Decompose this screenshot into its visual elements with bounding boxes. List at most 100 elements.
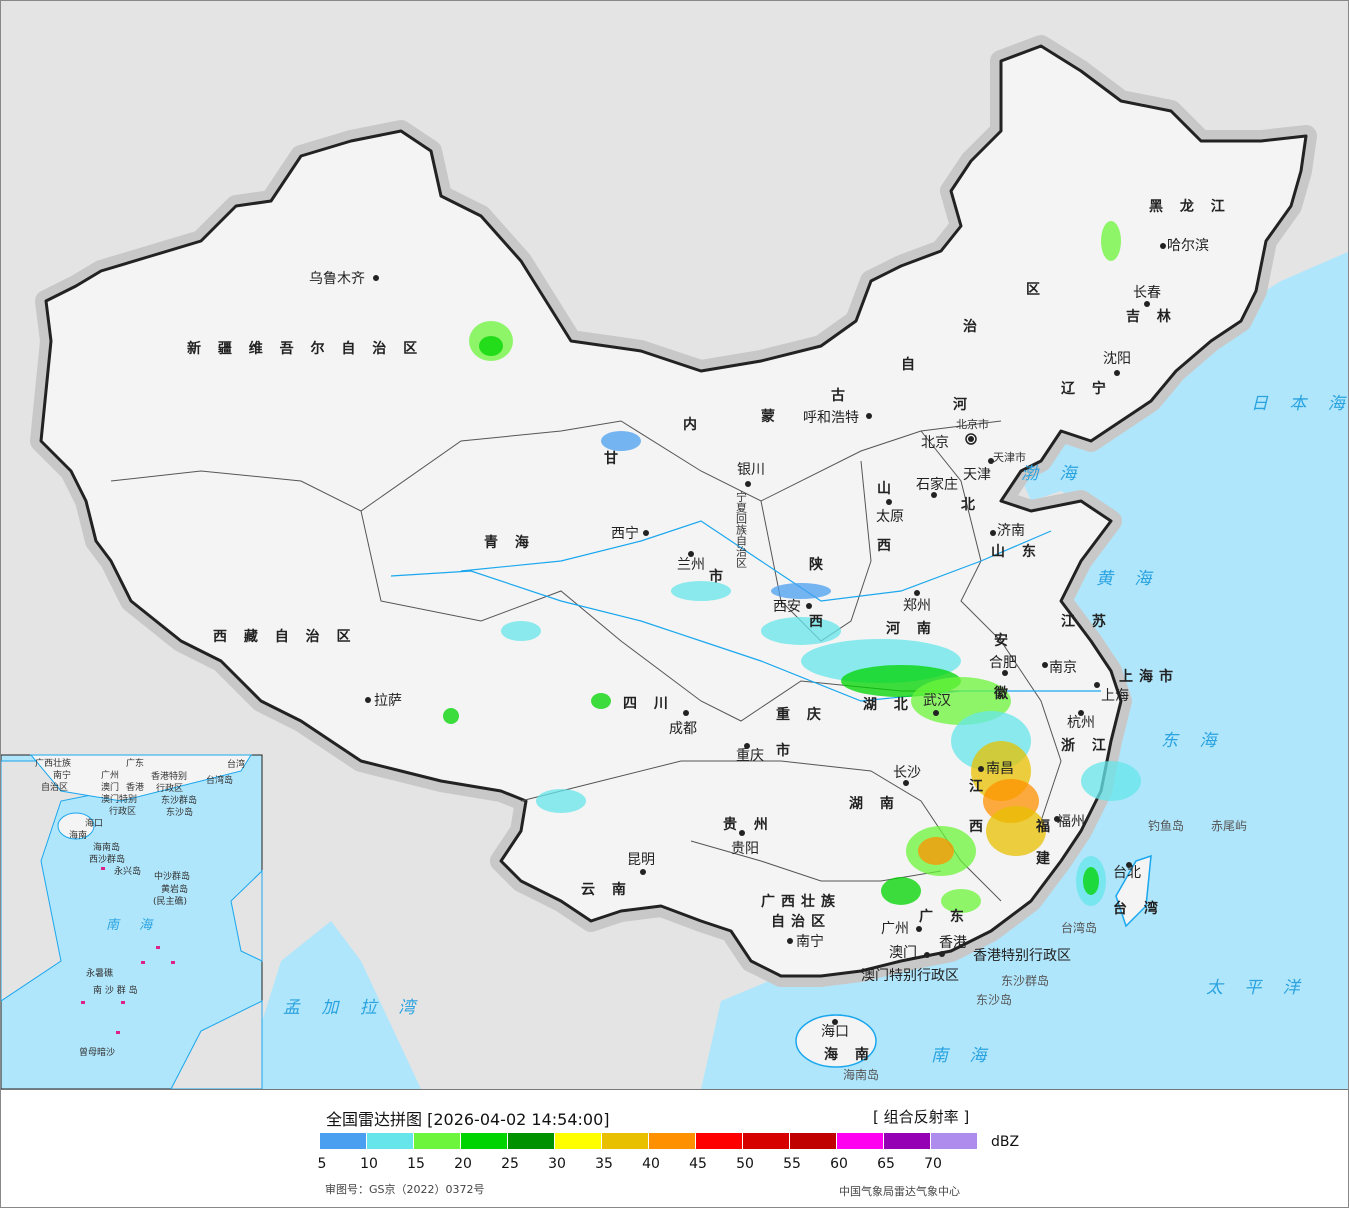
province-label: 徽 xyxy=(993,685,1014,702)
radar-echo xyxy=(1081,761,1141,801)
province-label: 区 xyxy=(1026,282,1046,298)
city-label: 成都 xyxy=(669,721,697,737)
city-label: 广州 xyxy=(881,921,909,937)
city-marker-icon xyxy=(931,492,937,498)
city-label: 南京 xyxy=(1049,660,1077,676)
province-label: 广 东 xyxy=(919,908,970,925)
radar-echo xyxy=(986,806,1046,856)
city-label: 郑州 xyxy=(903,598,931,614)
province-label: 江 xyxy=(969,778,989,795)
city-marker-icon xyxy=(903,780,909,786)
scale-tick-label: 50 xyxy=(736,1156,754,1172)
city-label: 昆明 xyxy=(627,852,655,868)
city-marker-icon xyxy=(866,413,872,419)
province-label: 江 苏 xyxy=(1061,613,1112,630)
province-label: 河 南 xyxy=(886,620,937,637)
scale-tick-label: 20 xyxy=(454,1156,472,1172)
island-label: 海南岛 xyxy=(843,1067,879,1082)
inset-label: 澳门特别 xyxy=(101,793,137,805)
inset-label: 香港特别 xyxy=(151,770,187,782)
sea-label: 黄 海 xyxy=(1096,569,1159,589)
city-marker-icon xyxy=(1144,301,1150,307)
city-marker-icon xyxy=(832,1019,838,1025)
city-marker-icon xyxy=(787,938,793,944)
color-swatch xyxy=(649,1133,695,1149)
sea-label: 太 平 洋 xyxy=(1206,978,1308,998)
city-label: 福州 xyxy=(1057,814,1085,830)
city-label: 长沙 xyxy=(893,765,921,781)
island-marker xyxy=(116,1031,120,1034)
province-label: 宁夏回族自治区 xyxy=(735,490,748,568)
province-label: 市 xyxy=(776,742,796,759)
island-marker xyxy=(101,867,105,870)
radar-echo xyxy=(601,431,641,451)
province-label: 湖 南 xyxy=(849,795,900,812)
city-label: 合肥 xyxy=(989,655,1017,671)
city-marker-icon xyxy=(886,499,892,505)
city-label: 香港特别行政区 xyxy=(973,948,1071,964)
inset-label: 广西壮族 xyxy=(35,757,71,769)
city-marker-icon xyxy=(933,710,939,716)
sea-label: 东 海 xyxy=(1161,731,1224,751)
province-label: 台 湾 xyxy=(1113,900,1164,917)
province-label: 上海市 xyxy=(1119,668,1179,685)
island-marker xyxy=(121,1001,125,1004)
color-swatch xyxy=(414,1133,460,1149)
sea-label: 日 本 海 xyxy=(1251,394,1349,414)
city-label: 香港 xyxy=(939,935,967,951)
inset-label: 行政区 xyxy=(156,782,183,794)
city-marker-icon xyxy=(688,551,694,557)
province-label: 安 xyxy=(994,632,1014,649)
city-marker-icon xyxy=(643,530,649,536)
city-marker-icon xyxy=(640,869,646,875)
province-label: 吉 林 xyxy=(1126,308,1177,325)
inset-label: 广州 xyxy=(101,769,119,781)
color-swatch xyxy=(461,1133,507,1149)
city-marker-icon xyxy=(914,590,920,596)
city-label: 西宁 xyxy=(611,525,639,542)
inset-label: 西沙群岛 xyxy=(89,853,125,865)
sea-label: 南 海 xyxy=(931,1046,994,1066)
province-label: 北 xyxy=(961,497,981,513)
color-swatch xyxy=(320,1133,366,1149)
inset-label: 曾母暗沙 xyxy=(79,1046,115,1058)
city-label: 杭州 xyxy=(1067,715,1095,731)
city-label: 济南 xyxy=(997,523,1025,539)
province-label: 福 xyxy=(1035,818,1056,835)
scale-tick-label: 65 xyxy=(877,1156,895,1172)
province-label: 山 东 xyxy=(991,543,1042,560)
island-marker xyxy=(141,961,145,964)
city-marker-icon xyxy=(1054,816,1060,822)
capital-marker-icon xyxy=(965,433,977,445)
unit-label: dBZ xyxy=(991,1134,1020,1150)
city-label: 重庆 xyxy=(736,748,764,764)
island-label: 东沙群岛 xyxy=(1001,973,1049,988)
island-label: 台湾岛 xyxy=(1061,920,1097,935)
city-label: 海口 xyxy=(821,1024,849,1040)
scale-tick-label: 5 xyxy=(317,1156,327,1172)
city-label: 长春 xyxy=(1133,285,1161,301)
island-label: 赤尾屿 xyxy=(1211,819,1247,833)
city-label: 南宁 xyxy=(796,933,824,950)
province-label: 甘 xyxy=(604,450,624,467)
city-marker-icon xyxy=(1160,243,1166,249)
city-marker-icon xyxy=(978,766,984,772)
radar-echo xyxy=(671,581,731,601)
radar-echo xyxy=(1101,221,1121,261)
city-marker-icon xyxy=(739,830,745,836)
scale-tick-label: 55 xyxy=(783,1156,801,1172)
inset-label: 东沙群岛 xyxy=(161,794,197,806)
province-label: 河 xyxy=(953,396,973,413)
color-swatch xyxy=(367,1133,413,1149)
inset-label: (民主礁) xyxy=(153,895,187,907)
city-marker-icon xyxy=(1078,710,1084,716)
radar-echo xyxy=(501,621,541,641)
inset-label: 黄岩岛 xyxy=(161,883,188,895)
city-label: 澳门特别行政区 xyxy=(861,968,959,984)
scale-tick-label: 15 xyxy=(407,1156,425,1172)
island-marker xyxy=(81,1001,85,1004)
radar-echo xyxy=(1083,867,1099,895)
